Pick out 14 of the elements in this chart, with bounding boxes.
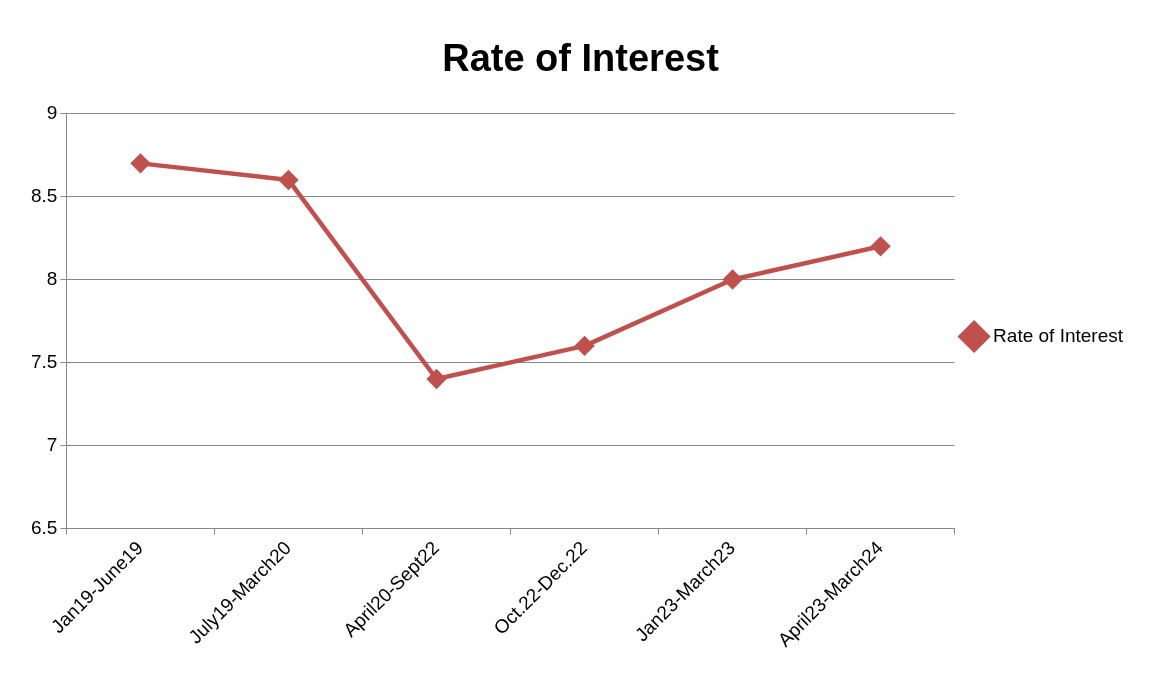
y-tick-label: 7 bbox=[46, 433, 58, 455]
legend-label: Rate of Interest bbox=[993, 324, 1124, 346]
y-tick-label: 9 bbox=[46, 101, 58, 123]
point bbox=[131, 154, 150, 173]
chart-title: Rate of Interest bbox=[442, 37, 720, 80]
point bbox=[279, 170, 298, 190]
point bbox=[871, 237, 890, 256]
y-tick-label: 7.5 bbox=[30, 350, 58, 372]
point bbox=[575, 336, 594, 356]
point bbox=[723, 270, 742, 289]
y-tick-label: 6.5 bbox=[30, 516, 58, 538]
point bbox=[427, 369, 446, 389]
y-tick-label: 8.5 bbox=[30, 184, 58, 206]
y-tick-label: 8 bbox=[46, 267, 58, 289]
